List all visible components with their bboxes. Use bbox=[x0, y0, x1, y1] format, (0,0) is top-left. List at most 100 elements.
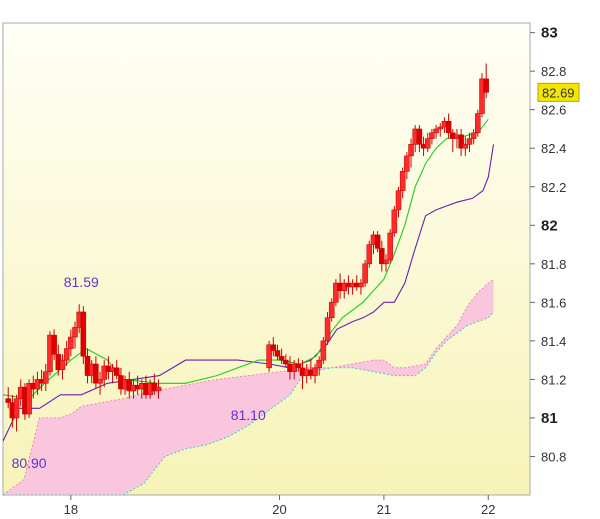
last-price-label: 82.69 bbox=[542, 85, 575, 100]
candle-body bbox=[13, 398, 20, 419]
candle bbox=[312, 363, 318, 384]
candle-body bbox=[395, 190, 402, 211]
candle-body bbox=[433, 128, 439, 134]
candle bbox=[328, 298, 335, 322]
candle-body bbox=[383, 259, 389, 265]
candle-body bbox=[458, 134, 464, 149]
candle bbox=[5, 387, 11, 409]
y-tick-label: 81.6 bbox=[541, 295, 566, 310]
candle-body bbox=[312, 367, 318, 376]
candle-body bbox=[324, 317, 331, 342]
candle bbox=[316, 356, 322, 376]
candle-body bbox=[404, 155, 410, 172]
candle bbox=[320, 337, 327, 364]
candle bbox=[333, 279, 339, 307]
ichimoku-cloud bbox=[3, 279, 494, 495]
candle-body bbox=[101, 365, 107, 380]
candle-body bbox=[399, 171, 406, 191]
candle bbox=[155, 379, 162, 399]
y-tick-label: 82.2 bbox=[541, 180, 566, 195]
candle-body bbox=[437, 126, 444, 130]
candle-body bbox=[358, 282, 364, 288]
y-tick-label: 81 bbox=[541, 410, 558, 427]
candle bbox=[395, 186, 402, 218]
candle bbox=[324, 311, 331, 345]
candle bbox=[59, 354, 66, 380]
candle bbox=[366, 240, 373, 268]
candle bbox=[34, 371, 41, 395]
price-annotation: 80.90 bbox=[12, 455, 47, 471]
y-tick-label: 81.2 bbox=[541, 372, 566, 387]
y-tick-label: 82.8 bbox=[541, 64, 566, 79]
candle bbox=[379, 240, 385, 272]
candle bbox=[445, 113, 452, 139]
cloud-upper-edge bbox=[3, 278, 494, 495]
candle bbox=[362, 259, 368, 287]
candle bbox=[466, 132, 473, 153]
last-price-box bbox=[537, 82, 580, 102]
candle-body bbox=[366, 244, 373, 265]
candle bbox=[383, 254, 389, 272]
candle bbox=[429, 128, 435, 145]
x-tick-label: 22 bbox=[481, 502, 495, 517]
candle bbox=[437, 123, 444, 137]
candle bbox=[404, 152, 410, 180]
x-tick-label: 20 bbox=[272, 502, 286, 517]
y-tick-label: 82 bbox=[541, 217, 558, 234]
candle bbox=[80, 306, 87, 364]
candle-body bbox=[462, 144, 469, 149]
candle-body bbox=[374, 234, 381, 249]
candle bbox=[43, 363, 49, 391]
candle-body bbox=[379, 248, 385, 265]
candle bbox=[475, 109, 481, 137]
candle-body bbox=[5, 398, 11, 403]
y-tick-label: 81.4 bbox=[541, 334, 566, 349]
price-annotation: 81.10 bbox=[231, 407, 266, 423]
candle-body bbox=[333, 282, 339, 303]
candle-body bbox=[155, 386, 162, 392]
candle bbox=[278, 348, 285, 364]
candle bbox=[63, 340, 70, 366]
candle bbox=[399, 167, 406, 199]
x-tick-label: 18 bbox=[64, 502, 78, 517]
candle bbox=[274, 344, 281, 361]
candle-body bbox=[113, 367, 120, 376]
cloud-lower-edge bbox=[3, 311, 494, 495]
y-tick-label: 81.8 bbox=[541, 257, 566, 272]
candle-body bbox=[429, 132, 435, 139]
price-annotation: 81.59 bbox=[64, 274, 99, 290]
last-price-tag: 82.69 bbox=[537, 82, 580, 102]
candle-body bbox=[295, 363, 302, 369]
candle-body bbox=[479, 78, 485, 114]
candle-body bbox=[316, 359, 322, 369]
candle bbox=[358, 279, 364, 295]
candle-body bbox=[68, 336, 74, 349]
candle-body bbox=[97, 379, 103, 384]
candle-body bbox=[274, 350, 281, 357]
candle bbox=[93, 356, 99, 390]
candle bbox=[266, 340, 272, 372]
candle-body bbox=[391, 209, 398, 234]
candle bbox=[13, 394, 20, 432]
candle bbox=[391, 206, 398, 237]
candle bbox=[72, 321, 78, 349]
candle-body bbox=[328, 302, 335, 319]
candle-body bbox=[43, 371, 49, 384]
candle-body bbox=[416, 128, 423, 145]
candle-body bbox=[466, 138, 473, 145]
candle bbox=[68, 329, 74, 357]
candle bbox=[270, 337, 277, 357]
candle-body bbox=[283, 359, 289, 365]
y-tick-label: 82.4 bbox=[541, 141, 566, 156]
candle-body bbox=[93, 363, 99, 384]
candle-body bbox=[270, 344, 277, 351]
candle-body bbox=[63, 348, 70, 361]
candle-body bbox=[26, 383, 32, 415]
candle-body bbox=[408, 144, 414, 157]
candle bbox=[424, 132, 431, 153]
candle bbox=[462, 136, 469, 156]
candle bbox=[433, 125, 439, 139]
candle bbox=[470, 128, 477, 145]
candle-body bbox=[470, 132, 477, 139]
